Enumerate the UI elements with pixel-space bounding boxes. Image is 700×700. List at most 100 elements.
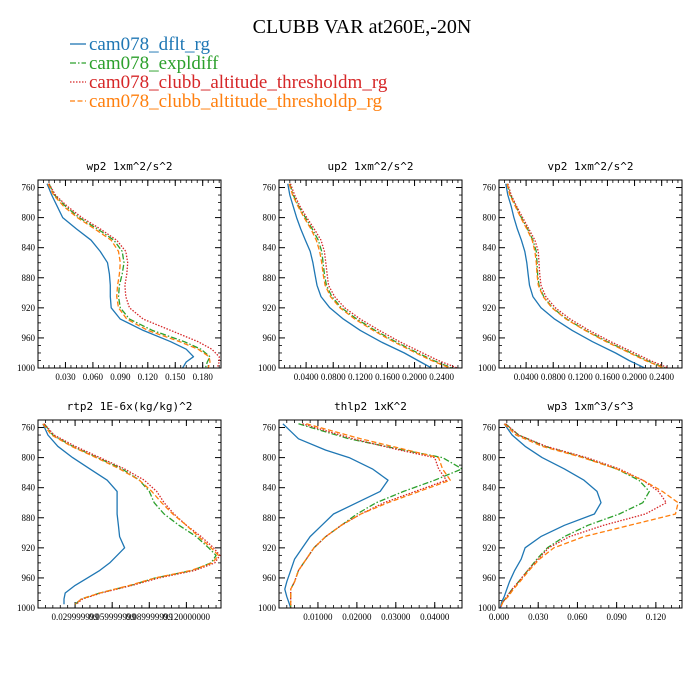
y-tick-label: 760 (263, 423, 277, 433)
x-tick-label: 0.120 (138, 372, 159, 382)
panel-title: wp2 1xm^2/s^2 (86, 160, 172, 173)
series-line-4 (288, 183, 451, 368)
x-tick-label: 0.2000 (402, 372, 427, 382)
x-tick-label: 0.03000 (381, 612, 411, 622)
y-tick-label: 920 (22, 303, 36, 313)
plot-frame (37, 179, 222, 369)
y-tick-label: 1000 (258, 603, 277, 613)
y-tick-label: 800 (483, 213, 497, 223)
series-line-4 (47, 183, 211, 368)
x-tick-label: 0.1200 (348, 372, 373, 382)
y-tick-label: 1000 (17, 603, 36, 613)
y-tick-label: 800 (22, 453, 36, 463)
series-group (505, 183, 669, 368)
panel-6: wp3 1xm^3/s^3 760 800 840 880 920 960 10000.000… (478, 400, 683, 622)
series-line-2 (290, 423, 462, 608)
legend-label: cam078_expldiff (89, 53, 219, 74)
x-tick-label: 0.090 (607, 612, 628, 622)
legend: cam078_dflt_rgcam078_expldiffcam078_club… (70, 34, 388, 112)
x-tick-label: 0.1200 (568, 372, 593, 382)
series-line-2 (43, 423, 217, 605)
x-tick-label: 0.0400 (514, 372, 539, 382)
series-line-4 (42, 423, 220, 605)
plot-frame (278, 419, 463, 609)
y-tick-label: 1000 (478, 363, 497, 373)
y-tick-label: 960 (22, 333, 36, 343)
panel-title: thlp2 1xK^2 (334, 400, 407, 413)
y-tick-label: 1000 (478, 603, 497, 613)
series-line-1 (282, 423, 389, 608)
series-group (46, 183, 220, 368)
y-tick-label: 1000 (258, 363, 277, 373)
y-tick-label: 840 (22, 243, 36, 253)
y-tick-label: 800 (22, 213, 36, 223)
legend-entry: cam078_clubb_altitude_thresholdm_rg (70, 72, 388, 93)
y-tick-label: 800 (483, 453, 497, 463)
x-tick-label: 0.2400 (649, 372, 674, 382)
legend-label: cam078_dflt_rg (89, 34, 211, 55)
legend-label: cam078_clubb_altitude_thresholdp_rg (89, 91, 383, 112)
panel-1: wp2 1xm^2/s^2 760 800 840 880 920 960 1000 0.030… (17, 160, 222, 382)
x-tick-label: 0.120 (646, 612, 667, 622)
x-tick-label: 0.2000 (622, 372, 647, 382)
panel-title: wp3 1xm^3/s^3 (547, 400, 633, 413)
series-line-1 (46, 183, 195, 368)
panel-title: vp2 1xm^2/s^2 (547, 160, 633, 173)
x-tick-label: 0.060 (567, 612, 588, 622)
series-line-4 (499, 423, 679, 608)
x-tick-label: 0.030 (55, 372, 76, 382)
series-line-2 (499, 423, 650, 608)
y-tick-label: 880 (263, 513, 277, 523)
y-tick-label: 960 (483, 333, 497, 343)
y-tick-label: 760 (22, 183, 36, 193)
series-line-3 (290, 423, 448, 608)
series-line-1 (505, 183, 645, 368)
y-tick-label: 760 (22, 423, 36, 433)
panel-title: up2 1xm^2/s^2 (327, 160, 413, 173)
y-tick-label: 840 (263, 483, 277, 493)
x-tick-label: 0.060 (83, 372, 104, 382)
y-tick-label: 840 (483, 243, 497, 253)
x-tick-label: 0.0800 (321, 372, 346, 382)
y-tick-label: 960 (22, 573, 36, 583)
panel-3: vp2 1xm^2/s^2 760 800 840 880 920 960 1000 0.040… (478, 160, 683, 382)
y-tick-label: 840 (22, 483, 36, 493)
series-line-1 (499, 423, 602, 608)
x-tick-label: 0.000 (489, 612, 510, 622)
y-tick-label: 920 (22, 543, 36, 553)
y-tick-label: 840 (263, 243, 277, 253)
y-tick-label: 840 (483, 483, 497, 493)
plot-frame (37, 419, 222, 609)
x-tick-label: 0.030 (528, 612, 549, 622)
panel-4: rtp2 1E-6x(kg/kg)^2 760 800 840 880 920 960 100… (17, 400, 222, 622)
y-tick-label: 1000 (17, 363, 36, 373)
y-tick-label: 880 (22, 273, 36, 283)
series-group (499, 423, 679, 608)
y-tick-label: 960 (263, 573, 277, 583)
x-tick-label: 0.180 (193, 372, 214, 382)
x-tick-label: 0.029999999 (51, 612, 99, 622)
y-tick-label: 920 (483, 543, 497, 553)
y-tick-label: 880 (483, 273, 497, 283)
series-line-4 (290, 423, 451, 608)
x-tick-label: 0.1600 (375, 372, 400, 382)
series-group (42, 423, 221, 605)
series-line-3 (499, 423, 667, 608)
legend-entry: cam078_clubb_altitude_thresholdp_rg (70, 91, 383, 112)
panel-5: thlp2 1xK^2 760 800 840 880 920 960 1000 0.01000… (258, 400, 463, 622)
plot-frame (278, 179, 463, 369)
x-tick-label: 0.2400 (429, 372, 454, 382)
y-tick-label: 800 (263, 213, 277, 223)
y-tick-label: 920 (263, 303, 277, 313)
plot-frame (498, 419, 683, 609)
x-tick-label: 0.02000 (342, 612, 372, 622)
y-tick-label: 880 (22, 513, 36, 523)
y-tick-label: 760 (483, 423, 497, 433)
x-tick-label: 0.0800 (541, 372, 566, 382)
x-tick-label: 0.04000 (420, 612, 450, 622)
series-line-3 (48, 183, 220, 368)
y-tick-label: 960 (483, 573, 497, 583)
panel-2: up2 1xm^2/s^2 760 800 840 880 920 960 1000 0.040… (258, 160, 463, 382)
y-tick-label: 800 (263, 453, 277, 463)
